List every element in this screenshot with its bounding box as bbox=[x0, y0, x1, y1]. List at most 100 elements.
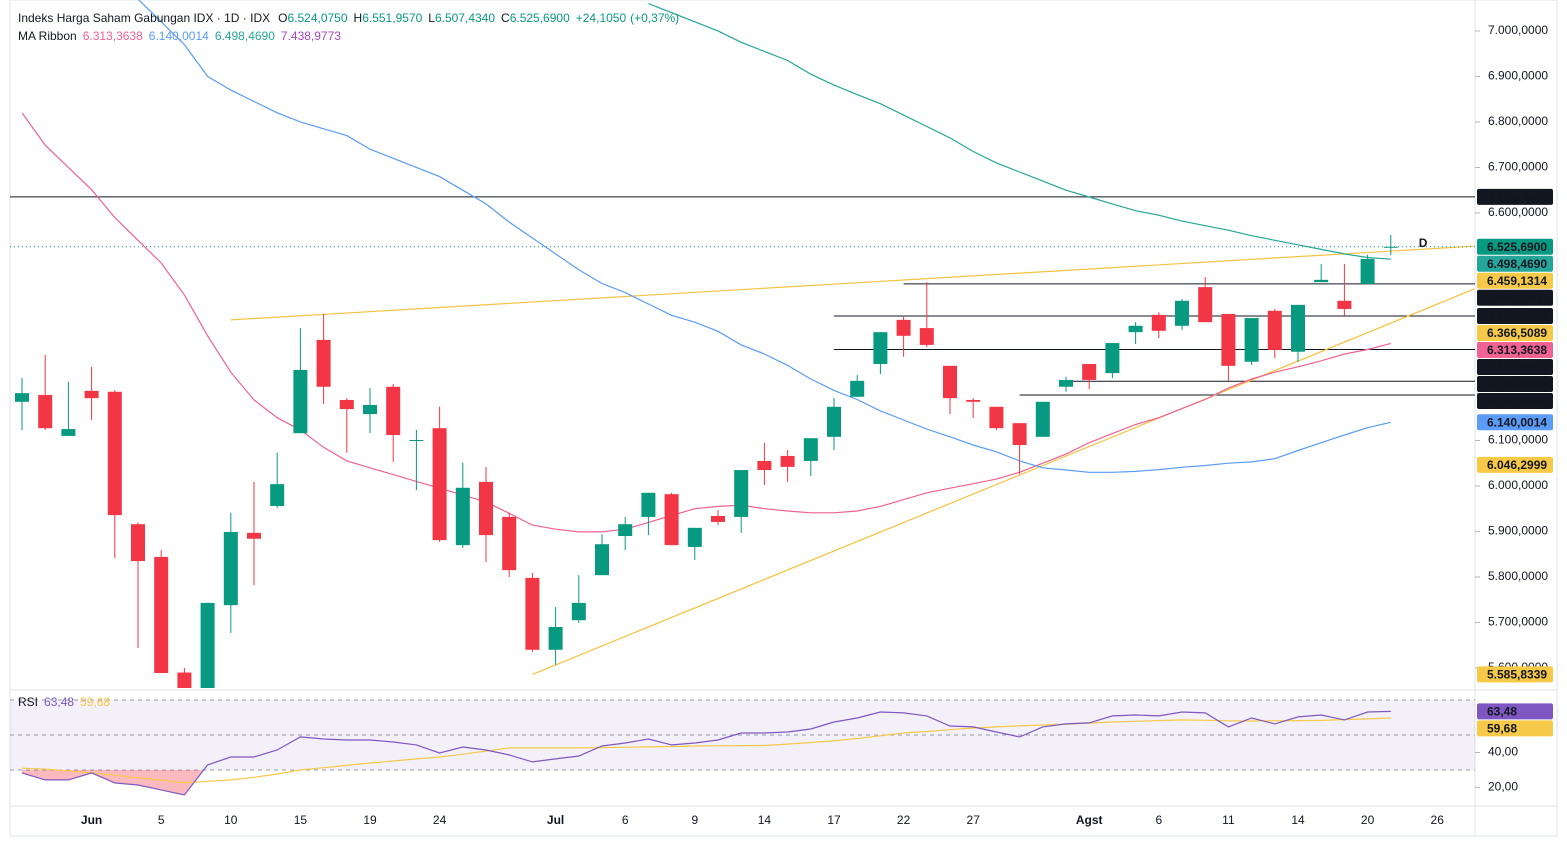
candle-body bbox=[502, 516, 517, 571]
price-tag bbox=[1477, 324, 1553, 341]
candle-body bbox=[687, 527, 702, 547]
price-tag bbox=[1477, 375, 1553, 392]
oversold-fill bbox=[22, 769, 1391, 795]
price-tag bbox=[1477, 272, 1553, 289]
candle-body bbox=[293, 369, 308, 434]
candle-body bbox=[455, 487, 470, 546]
candle-body bbox=[1221, 313, 1236, 366]
rsi-legend-title: RSI bbox=[18, 695, 38, 709]
candle-body bbox=[1244, 318, 1259, 362]
candle-body bbox=[1337, 300, 1352, 309]
ohlc-prefix: H bbox=[354, 11, 363, 25]
ma-legend-title: MA Ribbon bbox=[18, 29, 77, 43]
x-tick-label: 9 bbox=[691, 813, 698, 827]
candle-body bbox=[664, 494, 679, 546]
candle-body bbox=[84, 390, 99, 399]
rsi-pane bbox=[10, 699, 1475, 796]
candle-body bbox=[618, 524, 633, 537]
rsi-legend-value: 59,68 bbox=[80, 695, 110, 709]
candle-body bbox=[1151, 314, 1166, 331]
price-tag-label: 6.046,2999 bbox=[1487, 458, 1547, 472]
candle-body bbox=[896, 319, 911, 336]
y-tick-label: 5.700,0000 bbox=[1488, 615, 1548, 629]
price-tag bbox=[1477, 188, 1553, 205]
candle-body bbox=[38, 394, 53, 429]
rsi-line bbox=[21, 710, 1391, 796]
trendline bbox=[532, 288, 1475, 675]
price-tag-label: 6.459,1314 bbox=[1487, 274, 1547, 288]
price-tag bbox=[1477, 238, 1553, 255]
x-tick-label: 27 bbox=[967, 813, 981, 827]
x-tick-label: 6 bbox=[622, 813, 629, 827]
price-tag bbox=[1477, 255, 1553, 272]
price-tag bbox=[1477, 289, 1553, 306]
y-tick-label: 6.700,0000 bbox=[1488, 160, 1548, 174]
x-tick-label: 6 bbox=[1155, 813, 1162, 827]
candle-body bbox=[1314, 279, 1329, 283]
candle-body bbox=[989, 406, 1004, 429]
change: +24,1050 bbox=[576, 11, 627, 25]
price-tag bbox=[1477, 307, 1553, 324]
candle-body bbox=[479, 481, 493, 536]
x-tick-label: 19 bbox=[363, 813, 377, 827]
price-tag-label: 6.444,0000 bbox=[1487, 291, 1547, 305]
candle-body bbox=[363, 404, 377, 415]
candle-body bbox=[943, 365, 957, 399]
rsi-legend: RSI 63,48 59,68 bbox=[18, 695, 110, 709]
ohlc-value: 6.524,0750 bbox=[287, 11, 347, 25]
rsi-legend-value: 63,48 bbox=[44, 695, 74, 709]
rsi-line bbox=[21, 717, 1391, 784]
x-tick-label: 14 bbox=[1291, 813, 1305, 827]
candle-body bbox=[1035, 401, 1050, 437]
candle-body bbox=[1267, 310, 1282, 350]
ma-line bbox=[138, 0, 1391, 473]
x-tick-label: 14 bbox=[758, 813, 772, 827]
price-tag-label: 6.200,0000 bbox=[1487, 394, 1547, 408]
y-tick-label: 5.900,0000 bbox=[1488, 524, 1548, 538]
price-pane bbox=[10, 0, 1475, 688]
price-tag bbox=[1477, 720, 1553, 737]
price-tag-label: 5.585,8339 bbox=[1487, 668, 1547, 682]
ohlc-prefix: O bbox=[278, 11, 287, 25]
x-tick-label: Jun bbox=[81, 813, 102, 827]
x-tick-label: 26 bbox=[1431, 813, 1445, 827]
ma-legend-value: 7.438,9773 bbox=[281, 29, 341, 43]
ma-legend: MA Ribbon 6.313,3638 6.140,0014 6.498,4690 7… bbox=[18, 29, 341, 43]
annotation: D bbox=[1419, 236, 1428, 250]
candle-body bbox=[966, 399, 981, 402]
candle-body bbox=[247, 532, 261, 539]
candle-body bbox=[409, 440, 424, 442]
x-tick-label: 24 bbox=[433, 813, 447, 827]
x-tick-label: 15 bbox=[294, 813, 308, 827]
ma-line bbox=[21, 112, 1391, 533]
price-tag-label: 59,68 bbox=[1487, 722, 1517, 736]
candle-body bbox=[154, 556, 169, 673]
x-tick-label: Agst bbox=[1076, 813, 1103, 827]
ma-legend-value: 6.140,0014 bbox=[149, 29, 209, 43]
x-tick-label: 10 bbox=[224, 813, 238, 827]
candle-body bbox=[1012, 423, 1027, 446]
candle-body bbox=[571, 602, 586, 621]
y-tick-label: 5.800,0000 bbox=[1488, 569, 1548, 583]
price-tag-label: 63,48 bbox=[1487, 705, 1517, 719]
y-tick-label: 6.900,0000 bbox=[1488, 69, 1548, 83]
candle-body bbox=[873, 332, 888, 365]
price-tag bbox=[1477, 703, 1553, 720]
price-tag bbox=[1477, 341, 1553, 358]
candle-body bbox=[61, 429, 76, 436]
ohlc-value: 6.507,4340 bbox=[435, 11, 495, 25]
candle-body bbox=[1360, 258, 1375, 284]
ma-line bbox=[648, 3, 1391, 260]
candle-body bbox=[548, 627, 563, 650]
candle-body bbox=[734, 470, 749, 517]
price-tag bbox=[1477, 456, 1553, 473]
x-tick-label: 11 bbox=[1222, 813, 1235, 827]
rsi-band-fill bbox=[10, 699, 1475, 770]
ohlc-prefix: L bbox=[428, 11, 435, 25]
candle-body bbox=[1082, 364, 1097, 380]
price-tag bbox=[1477, 666, 1553, 683]
price-tag-label: 6.313,3638 bbox=[1487, 343, 1547, 357]
candle-body bbox=[595, 544, 609, 576]
price-tag bbox=[1477, 414, 1553, 431]
